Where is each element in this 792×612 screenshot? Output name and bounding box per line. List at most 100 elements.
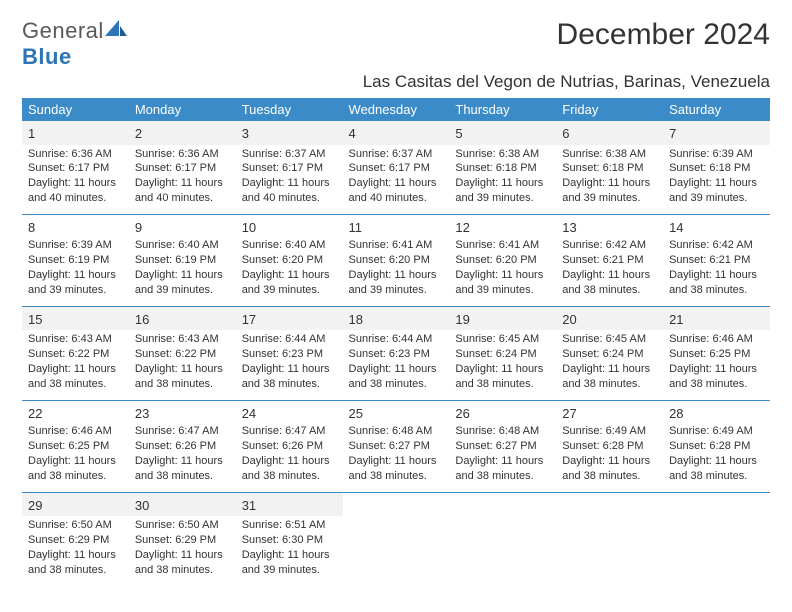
weekday-header: Sunday: [22, 98, 129, 121]
calendar-day-cell: 22Sunrise: 6:46 AMSunset: 6:25 PMDayligh…: [22, 400, 129, 492]
weekday-header: Monday: [129, 98, 236, 121]
calendar-day-cell: 17Sunrise: 6:44 AMSunset: 6:23 PMDayligh…: [236, 306, 343, 400]
day-info: Sunrise: 6:36 AMSunset: 6:17 PMDaylight:…: [28, 147, 123, 206]
day-info: Sunrise: 6:41 AMSunset: 6:20 PMDaylight:…: [455, 238, 550, 297]
day-info: Sunrise: 6:49 AMSunset: 6:28 PMDaylight:…: [562, 424, 657, 483]
calendar-day-cell: 21Sunrise: 6:46 AMSunset: 6:25 PMDayligh…: [663, 306, 770, 400]
day-number: 12: [455, 219, 550, 237]
location-text: Las Casitas del Vegon de Nutrias, Barina…: [22, 72, 770, 92]
calendar-week-row: 22Sunrise: 6:46 AMSunset: 6:25 PMDayligh…: [22, 400, 770, 492]
calendar-day-cell: 23Sunrise: 6:47 AMSunset: 6:26 PMDayligh…: [129, 400, 236, 492]
day-number: 8: [28, 219, 123, 237]
day-number: 5: [449, 121, 556, 145]
day-info: Sunrise: 6:47 AMSunset: 6:26 PMDaylight:…: [135, 424, 230, 483]
day-number: 14: [669, 219, 764, 237]
day-info: Sunrise: 6:43 AMSunset: 6:22 PMDaylight:…: [28, 332, 123, 391]
calendar-day-cell: 24Sunrise: 6:47 AMSunset: 6:26 PMDayligh…: [236, 400, 343, 492]
calendar-day-cell: 30Sunrise: 6:50 AMSunset: 6:29 PMDayligh…: [129, 492, 236, 585]
calendar-day-cell: 26Sunrise: 6:48 AMSunset: 6:27 PMDayligh…: [449, 400, 556, 492]
calendar-table: SundayMondayTuesdayWednesdayThursdayFrid…: [22, 98, 770, 586]
calendar-day-cell: 6Sunrise: 6:38 AMSunset: 6:18 PMDaylight…: [556, 121, 663, 214]
calendar-week-row: 29Sunrise: 6:50 AMSunset: 6:29 PMDayligh…: [22, 492, 770, 585]
day-info: Sunrise: 6:51 AMSunset: 6:30 PMDaylight:…: [242, 518, 337, 577]
calendar-day-cell: 4Sunrise: 6:37 AMSunset: 6:17 PMDaylight…: [343, 121, 450, 214]
day-number: 23: [135, 405, 230, 423]
day-number: 18: [343, 307, 450, 331]
calendar-day-cell: 18Sunrise: 6:44 AMSunset: 6:23 PMDayligh…: [343, 306, 450, 400]
day-number: 3: [236, 121, 343, 145]
calendar-day-cell: 12Sunrise: 6:41 AMSunset: 6:20 PMDayligh…: [449, 214, 556, 306]
day-number: 17: [236, 307, 343, 331]
day-number: 1: [22, 121, 129, 145]
day-info: Sunrise: 6:50 AMSunset: 6:29 PMDaylight:…: [135, 518, 230, 577]
weekday-header: Saturday: [663, 98, 770, 121]
calendar-day-cell: 10Sunrise: 6:40 AMSunset: 6:20 PMDayligh…: [236, 214, 343, 306]
day-info: Sunrise: 6:49 AMSunset: 6:28 PMDaylight:…: [669, 424, 764, 483]
calendar-day-cell: 11Sunrise: 6:41 AMSunset: 6:20 PMDayligh…: [343, 214, 450, 306]
weekday-header: Wednesday: [343, 98, 450, 121]
day-number: 22: [28, 405, 123, 423]
calendar-day-cell: 20Sunrise: 6:45 AMSunset: 6:24 PMDayligh…: [556, 306, 663, 400]
calendar-day-cell: 19Sunrise: 6:45 AMSunset: 6:24 PMDayligh…: [449, 306, 556, 400]
day-info: Sunrise: 6:39 AMSunset: 6:18 PMDaylight:…: [669, 147, 764, 206]
day-info: Sunrise: 6:40 AMSunset: 6:19 PMDaylight:…: [135, 238, 230, 297]
calendar-week-row: 1Sunrise: 6:36 AMSunset: 6:17 PMDaylight…: [22, 121, 770, 214]
calendar-day-cell: 14Sunrise: 6:42 AMSunset: 6:21 PMDayligh…: [663, 214, 770, 306]
day-info: Sunrise: 6:45 AMSunset: 6:24 PMDaylight:…: [562, 332, 657, 391]
day-number: 15: [22, 307, 129, 331]
weekday-header: Friday: [556, 98, 663, 121]
calendar-day-cell: 7Sunrise: 6:39 AMSunset: 6:18 PMDaylight…: [663, 121, 770, 214]
day-info: Sunrise: 6:37 AMSunset: 6:17 PMDaylight:…: [242, 147, 337, 206]
weekday-header-row: SundayMondayTuesdayWednesdayThursdayFrid…: [22, 98, 770, 121]
day-info: Sunrise: 6:47 AMSunset: 6:26 PMDaylight:…: [242, 424, 337, 483]
day-number: 11: [349, 219, 444, 237]
day-number: 16: [129, 307, 236, 331]
calendar-day-cell: 31Sunrise: 6:51 AMSunset: 6:30 PMDayligh…: [236, 492, 343, 585]
day-number: 21: [663, 307, 770, 331]
day-info: Sunrise: 6:38 AMSunset: 6:18 PMDaylight:…: [455, 147, 550, 206]
day-number: 26: [455, 405, 550, 423]
calendar-day-cell: [449, 492, 556, 585]
day-number: 2: [129, 121, 236, 145]
calendar-day-cell: 29Sunrise: 6:50 AMSunset: 6:29 PMDayligh…: [22, 492, 129, 585]
day-info: Sunrise: 6:48 AMSunset: 6:27 PMDaylight:…: [455, 424, 550, 483]
day-number: 31: [236, 493, 343, 517]
brand-part2: Blue: [22, 44, 72, 69]
weekday-header: Tuesday: [236, 98, 343, 121]
day-number: 9: [135, 219, 230, 237]
day-number: 28: [669, 405, 764, 423]
calendar-day-cell: 9Sunrise: 6:40 AMSunset: 6:19 PMDaylight…: [129, 214, 236, 306]
day-info: Sunrise: 6:46 AMSunset: 6:25 PMDaylight:…: [669, 332, 764, 391]
day-info: Sunrise: 6:36 AMSunset: 6:17 PMDaylight:…: [135, 147, 230, 206]
day-number: 20: [556, 307, 663, 331]
day-number: 10: [242, 219, 337, 237]
month-title: December 2024: [557, 18, 770, 52]
calendar-day-cell: 15Sunrise: 6:43 AMSunset: 6:22 PMDayligh…: [22, 306, 129, 400]
calendar-day-cell: 28Sunrise: 6:49 AMSunset: 6:28 PMDayligh…: [663, 400, 770, 492]
day-info: Sunrise: 6:46 AMSunset: 6:25 PMDaylight:…: [28, 424, 123, 483]
day-info: Sunrise: 6:38 AMSunset: 6:18 PMDaylight:…: [562, 147, 657, 206]
day-info: Sunrise: 6:39 AMSunset: 6:19 PMDaylight:…: [28, 238, 123, 297]
calendar-day-cell: 8Sunrise: 6:39 AMSunset: 6:19 PMDaylight…: [22, 214, 129, 306]
calendar-week-row: 8Sunrise: 6:39 AMSunset: 6:19 PMDaylight…: [22, 214, 770, 306]
day-number: 27: [562, 405, 657, 423]
day-number: 25: [349, 405, 444, 423]
day-info: Sunrise: 6:48 AMSunset: 6:27 PMDaylight:…: [349, 424, 444, 483]
day-info: Sunrise: 6:40 AMSunset: 6:20 PMDaylight:…: [242, 238, 337, 297]
day-number: 4: [343, 121, 450, 145]
calendar-day-cell: [663, 492, 770, 585]
day-number: 29: [22, 493, 129, 517]
day-info: Sunrise: 6:41 AMSunset: 6:20 PMDaylight:…: [349, 238, 444, 297]
day-info: Sunrise: 6:42 AMSunset: 6:21 PMDaylight:…: [669, 238, 764, 297]
brand-logo: General Blue: [22, 18, 127, 70]
logo-sail-icon: [105, 20, 127, 38]
day-number: 13: [562, 219, 657, 237]
day-number: 7: [663, 121, 770, 145]
day-info: Sunrise: 6:45 AMSunset: 6:24 PMDaylight:…: [455, 332, 550, 391]
day-number: 24: [242, 405, 337, 423]
day-number: 30: [129, 493, 236, 517]
calendar-day-cell: [343, 492, 450, 585]
day-info: Sunrise: 6:43 AMSunset: 6:22 PMDaylight:…: [135, 332, 230, 391]
calendar-day-cell: 2Sunrise: 6:36 AMSunset: 6:17 PMDaylight…: [129, 121, 236, 214]
day-number: 19: [449, 307, 556, 331]
